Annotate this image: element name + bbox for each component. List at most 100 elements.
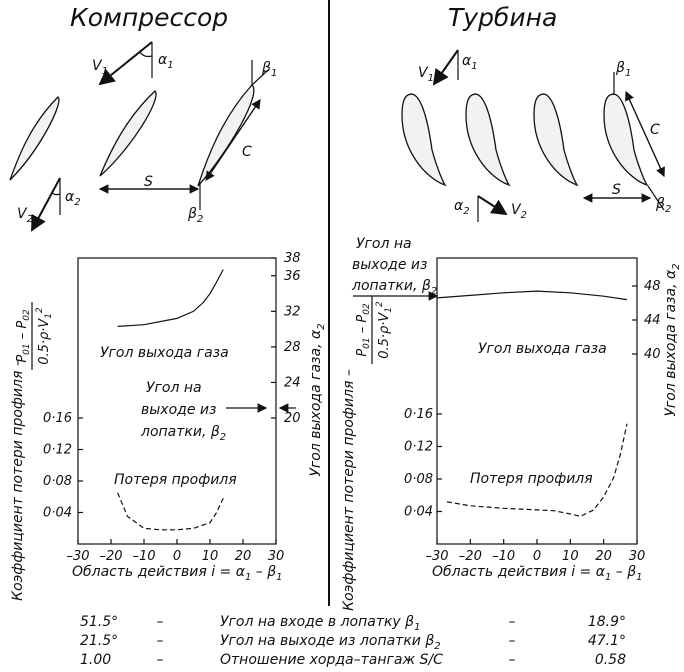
svg-text:0.5·ρ·V12: 0.5·ρ·V12 — [35, 307, 54, 365]
turbine-title: Турбина — [448, 3, 557, 32]
table-cell-sub: 2 — [434, 641, 440, 652]
angle-tick-label: 38 — [284, 251, 301, 266]
table-cell-dash1: – — [157, 652, 164, 668]
turbine-c-label: C — [650, 122, 660, 138]
table-cell-dash2: – — [509, 614, 516, 630]
loss-tick-label: 0·16 — [43, 411, 72, 426]
v1-label: V1 — [92, 58, 108, 77]
table-cell-left: 51.5° — [80, 614, 118, 630]
turbine-s-label: S — [612, 182, 621, 198]
turbine-beta2-label: β2 — [655, 196, 671, 215]
x-tick-label: –30 — [425, 549, 448, 564]
compressor-c-label: C — [242, 144, 252, 160]
parameters-table: 51.5° – Угол на входе в лопатку β1–18.9°21… — [80, 614, 626, 668]
turbine-right-ylabel: Угол выхода газа, α2 — [663, 263, 682, 416]
turbine-v2-arrow — [477, 195, 508, 216]
turbine-loss-ticks: 0·04 0·08 0·12 0·16 — [404, 407, 442, 520]
loss-tick-label: 0·12 — [43, 443, 72, 458]
turbine-gas-angle-line — [436, 290, 628, 301]
angle-tick-label: 20 — [284, 411, 301, 426]
angle-tick-label: 24 — [284, 375, 301, 390]
x-tick-label: 20 — [235, 549, 252, 564]
angle-tick-label: 32 — [284, 304, 301, 319]
compressor-xlabel: Область действия i = α1 – β1 — [72, 564, 283, 583]
turbine-loss-fraction: P01 – P02 0.5·ρ·V12 — [355, 296, 394, 364]
turbine-gas-angle-label: Угол выхода газа — [478, 341, 607, 357]
angle-tick-label: 44 — [644, 313, 661, 328]
turbine-xlabel: Область действия i = α1 – β1 — [432, 564, 643, 583]
compressor-left-ylabel: Коэффициент потери профиля – — [10, 359, 26, 601]
x-tick-label: 0 — [173, 549, 181, 564]
v2-label: V2 — [17, 206, 33, 225]
table-cell-dash2: – — [509, 633, 516, 649]
turbine-chart-frame — [436, 257, 638, 545]
angle-tick-label: 40 — [644, 347, 661, 362]
compressor-loss-ticks: 0·04 0·08 0·12 0·16 — [43, 411, 83, 521]
turbine-left-ylabel: Коэффициент потери профиля – — [341, 369, 357, 611]
svg-text:P01 – P02: P01 – P02 — [355, 303, 372, 357]
compressor-x-ticks: –30 –20 –10 0 10 20 30 — [66, 539, 284, 564]
x-tick-label: –10 — [492, 549, 515, 564]
angle-tick-label: 48 — [644, 279, 661, 294]
loss-tick-label: 0·08 — [43, 474, 72, 489]
table-cell-param: Угол на входе в лопатку β1 — [220, 614, 420, 633]
turbine-blade-3 — [533, 93, 579, 187]
angle-tick-label: 28 — [284, 340, 301, 355]
compressor-angle-ticks: 20 24 28 32 36 38 — [271, 251, 301, 426]
x-tick-label: 30 — [629, 549, 646, 564]
x-tick-label: 20 — [595, 549, 612, 564]
loss-tick-label: 0·12 — [404, 440, 433, 455]
table-cell-sub: 1 — [414, 622, 420, 633]
x-tick-label: –20 — [99, 549, 122, 564]
table-cell-left: 21.5° — [80, 633, 118, 649]
turbine-beta1-label: β1 — [615, 60, 631, 79]
compressor-profile-loss-line — [117, 492, 224, 531]
compressor-blade-angle-l3: лопатки, β2 — [140, 424, 226, 443]
loss-tick-label: 0·04 — [404, 505, 433, 520]
x-tick-label: 10 — [562, 549, 579, 564]
compressor-chart: –30 –20 –10 0 10 20 30 0·04 0·08 0·12 0·16 20 24 28… — [10, 251, 327, 601]
turbine-blade-1 — [401, 93, 447, 187]
turbine-blade-angle-l1: Угол на — [356, 236, 412, 252]
x-tick-label: 0 — [533, 549, 541, 564]
compressor-beta2-label: β2 — [187, 206, 203, 225]
turbine-chart: –30 –20 –10 0 10 20 30 0·04 0·08 0·12 0·16 40 44 48… — [341, 236, 682, 611]
table-cell-left: 1.00 — [80, 652, 111, 668]
turbine-v1-label: V1 — [418, 65, 434, 84]
turbine-blade-2 — [465, 93, 511, 187]
turbine-v1-arrow — [432, 49, 459, 86]
compressor-profile-loss-label: Потеря профиля — [114, 472, 237, 488]
turbine-blade-angle-l2: выходе из — [352, 257, 427, 273]
turbine-profile-loss-line — [446, 423, 628, 518]
alpha2-arc — [51, 191, 61, 196]
turbine-blade-4 — [603, 93, 649, 187]
x-tick-label: –20 — [459, 549, 482, 564]
loss-tick-label: 0·04 — [43, 506, 72, 521]
loss-tick-label: 0·08 — [404, 472, 433, 487]
v1-arrow — [98, 41, 153, 86]
table-cell-right: 47.1° — [588, 633, 626, 649]
table-cell-right: 0.58 — [595, 652, 626, 668]
loss-tick-label: 0·16 — [404, 407, 433, 422]
turbine-alpha2-label: α2 — [454, 198, 470, 217]
compressor-gas-angle-label: Угол выхода газа — [100, 345, 229, 361]
table-cell-right: 18.9° — [588, 614, 626, 630]
turbine-blade-angle-l3: лопатки, β2 — [351, 278, 437, 297]
compressor-title: Компрессор — [70, 3, 228, 32]
turbine-alpha1-label: α1 — [462, 53, 478, 72]
svg-text:P01 – P02: P01 – P02 — [15, 309, 32, 363]
x-tick-label: 10 — [202, 549, 219, 564]
table-cell-dash2: – — [509, 652, 516, 668]
compressor-blade-1 — [9, 96, 60, 181]
compressor-blade-2 — [99, 90, 157, 177]
v2-arrow — [31, 177, 61, 232]
table-cell-param: Отношение хорда–тангаж S/C — [220, 652, 443, 668]
turbine-profile-loss-label: Потеря профиля — [470, 471, 593, 487]
compressor-loss-fraction: P01 – P02 0.5·ρ·V12 — [15, 302, 54, 370]
turbine-v2-label: V2 — [511, 202, 527, 221]
table-cell-dash1: – — [157, 633, 164, 649]
compressor-blade-angle-l1: Угол на — [146, 380, 202, 396]
compressor-chart-frame — [77, 257, 277, 545]
alpha1-arc — [139, 51, 153, 58]
